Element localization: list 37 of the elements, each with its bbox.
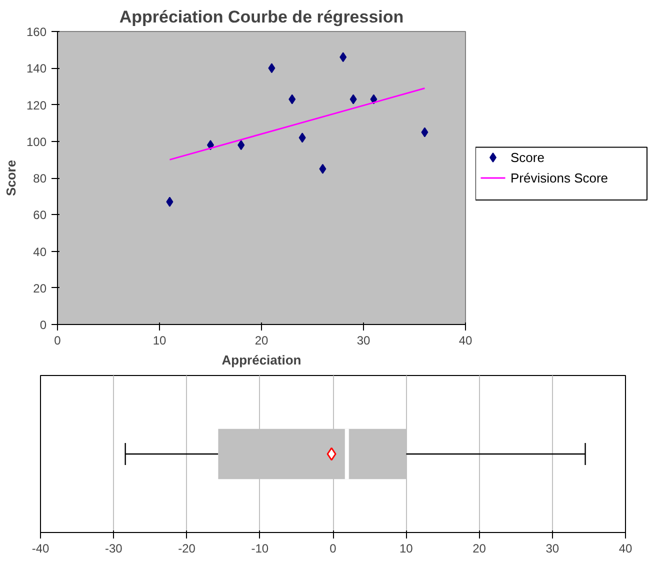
y-axis-title: Score bbox=[3, 160, 18, 196]
y-tick-label: 100 bbox=[26, 134, 47, 149]
x-tick-label: 30 bbox=[356, 334, 370, 348]
point bbox=[166, 196, 174, 207]
point bbox=[421, 127, 428, 138]
y-tick-label: 140 bbox=[26, 62, 47, 76]
point bbox=[350, 94, 357, 104]
x-tick-label: -10 bbox=[251, 542, 269, 556]
point bbox=[238, 140, 245, 150]
y-tick-label: 60 bbox=[33, 208, 47, 222]
x-tick-label: -40 bbox=[32, 542, 50, 556]
y-tick-label: 0 bbox=[40, 318, 47, 332]
x-tick-label: 10 bbox=[152, 334, 166, 348]
x-tick-label: 40 bbox=[458, 334, 472, 348]
legend-label: Prévisions Score bbox=[510, 170, 608, 186]
y-tick-label: 40 bbox=[33, 244, 47, 259]
legend-label: Score bbox=[510, 150, 544, 165]
x-tick-label: 20 bbox=[472, 542, 486, 556]
chart-title: Appréciation Courbe de régression bbox=[119, 8, 404, 26]
x-tick-label: 30 bbox=[546, 542, 560, 556]
x-tick-label: 0 bbox=[330, 542, 337, 556]
point bbox=[319, 164, 326, 174]
point bbox=[298, 132, 306, 143]
x-tick-label: -20 bbox=[178, 542, 196, 556]
y-tick-label: 20 bbox=[33, 281, 47, 296]
y-tick-label: 160 bbox=[26, 25, 47, 39]
x-tick-label: 20 bbox=[254, 334, 268, 348]
x-tick-label: 10 bbox=[399, 542, 414, 556]
y-tick-label: 120 bbox=[26, 98, 47, 112]
point bbox=[340, 52, 347, 62]
x-axis-title: Appréciation bbox=[222, 352, 302, 368]
x-tick-label: -30 bbox=[104, 542, 123, 556]
x-tick-label: 0 bbox=[54, 334, 62, 348]
point bbox=[268, 63, 276, 74]
point bbox=[288, 94, 296, 104]
x-tick-label: 40 bbox=[618, 542, 632, 556]
y-tick-label: 80 bbox=[33, 172, 47, 186]
